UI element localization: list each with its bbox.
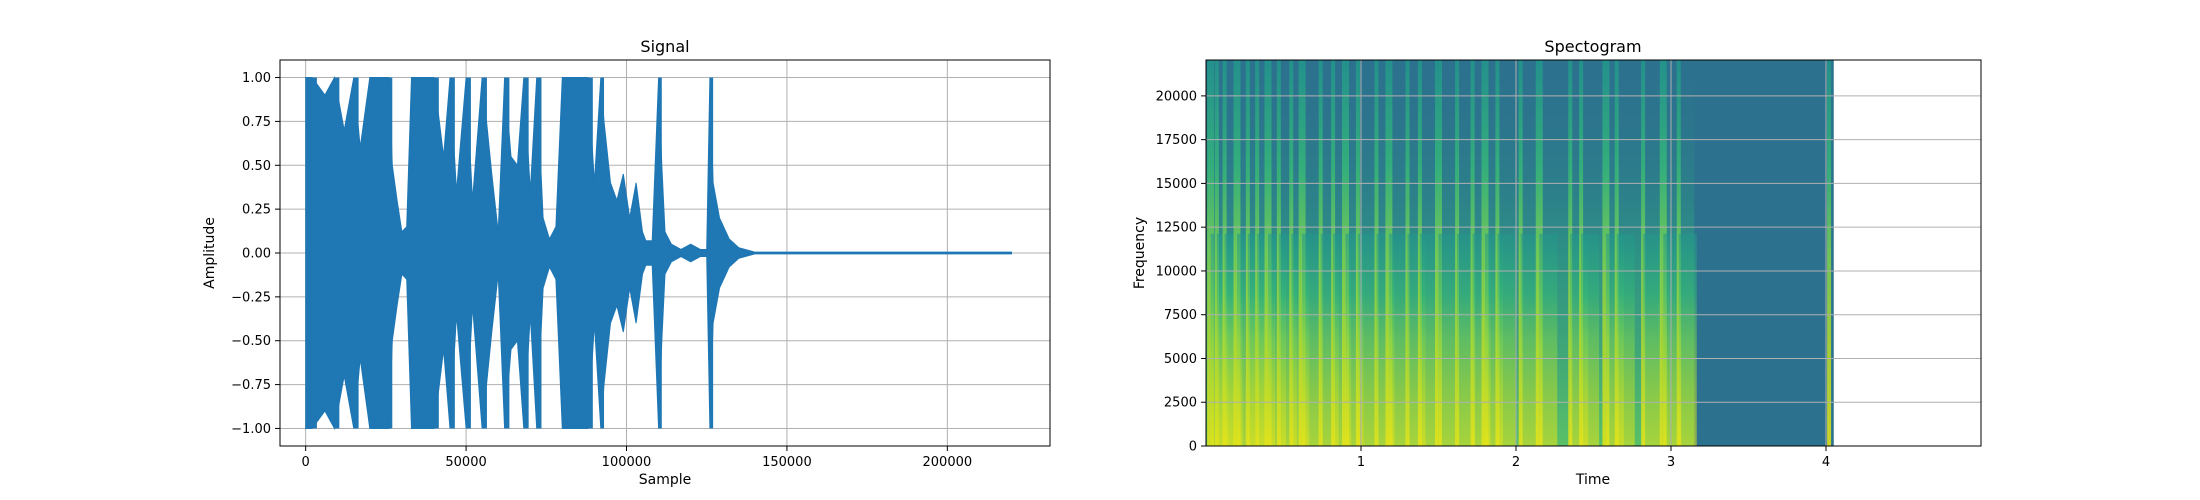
spectrogram-ytick-label: 7500 [1164, 308, 1197, 323]
signal-plot: Signal 0 50000 100000 150000 200000 −1.00 −0.… [202, 37, 1051, 488]
spectrogram-ytick-label: 0 [1189, 440, 1197, 455]
spectrogram-axes-frame [1205, 59, 1982, 447]
signal-title: Signal [640, 37, 689, 56]
spectrogram-onsets [1207, 60, 1832, 446]
signal-burst [562, 77, 568, 429]
signal-ytick-label: −0.50 [231, 334, 271, 349]
signal-burst [523, 77, 529, 429]
spectrogram-decay [1357, 233, 1376, 446]
spectrogram-decay [1438, 233, 1457, 446]
signal-ytick-label: −1.00 [231, 422, 271, 437]
spectrogram-decay [1643, 233, 1662, 446]
signal-xtick-label: 0 [302, 455, 310, 470]
signal-xtick-label: 50000 [445, 455, 486, 470]
signal-burst [369, 77, 375, 429]
signal-ytick-label: 0.25 [242, 203, 271, 218]
signal-xtick-label: 100000 [602, 455, 652, 470]
signal-y-axis: −1.00 −0.75 −0.50 −0.25 0.00 0.25 0.50 0.75 1.00 [231, 71, 280, 437]
spectrogram-xtick-label: 4 [1822, 455, 1830, 470]
signal-burst [709, 77, 714, 429]
signal-burst [434, 77, 439, 429]
signal-burst [334, 77, 340, 429]
signal-burst [305, 77, 311, 429]
signal-burst [581, 77, 587, 429]
signal-burst [482, 77, 487, 429]
signal-burst [411, 77, 417, 429]
spectrogram-plot: Spectogram 1 2 3 4 0 2500 5000 7500 10000 12500 1… [1132, 37, 1982, 488]
signal-burst [600, 77, 605, 429]
signal-ylabel: Amplitude [202, 217, 218, 289]
spectrogram-xtick-label: 1 [1357, 455, 1365, 470]
signal-ytick-label: 1.00 [242, 71, 271, 86]
signal-burst [389, 77, 393, 429]
signal-burst [466, 77, 471, 429]
spectrogram-decay [1419, 233, 1438, 446]
signal-burst [536, 77, 542, 429]
signal-burst [450, 77, 455, 429]
signal-ytick-label: 0.75 [242, 115, 271, 130]
signal-ytick-label: 0.00 [242, 247, 271, 262]
signal-burst [312, 77, 317, 429]
signal-xtick-label: 150000 [762, 455, 812, 470]
signal-bursts [305, 77, 714, 429]
spectrogram-title: Spectogram [1544, 37, 1641, 56]
signal-ytick-label: 0.50 [242, 159, 271, 174]
spectrogram-xtick-label: 2 [1512, 455, 1520, 470]
signal-ytick-label: −0.75 [231, 378, 271, 393]
spectrogram-x-axis: 1 2 3 4 [1357, 446, 1830, 470]
signal-burst [571, 77, 577, 429]
signal-burst [658, 77, 662, 429]
signal-burst [504, 77, 510, 429]
spectrogram-decay [1302, 233, 1321, 446]
spectrogram-decay [1616, 233, 1635, 446]
signal-xtick-label: 200000 [923, 455, 973, 470]
spectrogram-onset [1827, 60, 1832, 446]
spectrogram-ytick-label: 5000 [1164, 352, 1197, 367]
signal-burst [421, 77, 426, 429]
spectrogram-ytick-label: 20000 [1156, 89, 1197, 104]
spectrogram-decay [1678, 233, 1697, 446]
signal-ytick-label: −0.25 [231, 290, 271, 305]
spectrogram-ytick-label: 10000 [1156, 264, 1197, 279]
spectrogram-ytick-label: 2500 [1164, 396, 1197, 411]
signal-burst [353, 77, 359, 429]
spectrogram-decay [1497, 233, 1516, 446]
signal-x-axis: 0 50000 100000 150000 200000 [302, 446, 973, 470]
spectrogram-ytick-label: 17500 [1156, 133, 1197, 148]
spectrogram-xtick-label: 3 [1667, 455, 1675, 470]
spectrogram-ylabel: Frequency [1132, 217, 1148, 289]
spectrogram-xlabel: Time [1575, 472, 1610, 488]
spectrogram-decay [1581, 233, 1600, 446]
signal-burst [588, 77, 593, 429]
spectrogram-decay [1388, 233, 1407, 446]
spectrogram-ytick-label: 12500 [1156, 221, 1197, 236]
signal-burst [382, 77, 388, 429]
spectrogram-decay [1539, 233, 1558, 446]
spectrogram-y-axis: 0 2500 5000 7500 10000 12500 15000 17500 20000 [1156, 89, 1206, 455]
spectrogram-decay [1520, 233, 1539, 446]
signal-xlabel: Sample [639, 472, 692, 488]
spectrogram-ytick-label: 15000 [1156, 177, 1197, 192]
